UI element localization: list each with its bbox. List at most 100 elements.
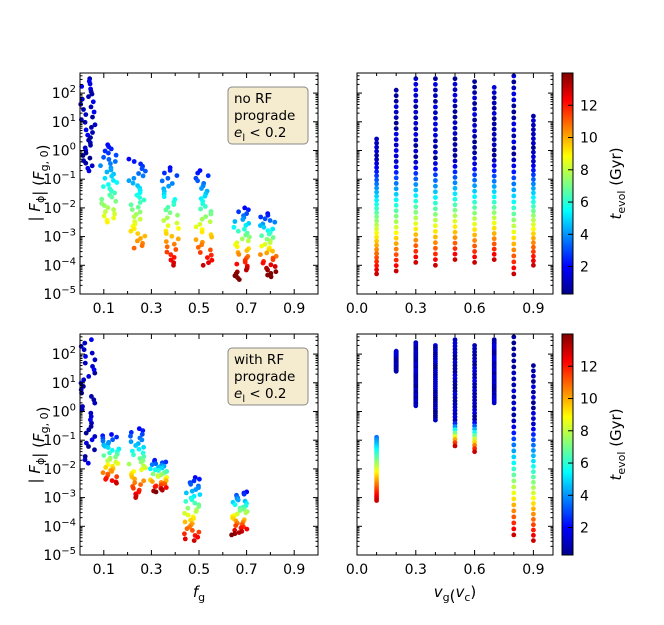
data-point xyxy=(531,506,536,512)
data-point xyxy=(511,169,517,175)
data-point xyxy=(208,247,213,253)
data-point xyxy=(393,186,399,192)
x-tick-label: 0.3 xyxy=(405,562,427,578)
data-point xyxy=(511,163,517,169)
data-point xyxy=(206,260,211,266)
data-point xyxy=(472,155,477,161)
data-point xyxy=(105,445,111,450)
data-point xyxy=(195,534,201,540)
data-point xyxy=(413,76,419,82)
data-point xyxy=(491,241,497,247)
data-point xyxy=(511,484,517,490)
data-point xyxy=(167,168,173,173)
data-point xyxy=(452,185,458,191)
data-point xyxy=(472,249,477,254)
data-point xyxy=(452,153,458,158)
points-bottom-left xyxy=(78,337,250,543)
data-point xyxy=(531,231,536,237)
data-point xyxy=(531,199,536,205)
data-point xyxy=(393,175,399,181)
data-point xyxy=(374,251,379,256)
data-point xyxy=(374,222,379,228)
data-point xyxy=(81,347,87,353)
data-point xyxy=(208,252,214,258)
data-point xyxy=(531,158,536,164)
data-point xyxy=(511,442,517,448)
data-point xyxy=(511,151,517,157)
data-point xyxy=(108,146,114,152)
data-point xyxy=(374,267,379,273)
data-point xyxy=(452,207,458,213)
data-point xyxy=(491,116,497,122)
xlabel-vg: vg(vc) xyxy=(434,583,477,605)
data-point xyxy=(259,233,264,239)
data-point xyxy=(531,145,536,151)
data-point xyxy=(413,193,419,199)
data-point xyxy=(203,214,209,220)
data-point xyxy=(452,175,458,180)
data-point xyxy=(197,250,203,255)
data-point xyxy=(472,150,477,156)
colorbar-label: tevol (Gyr) xyxy=(607,408,628,480)
data-point xyxy=(452,202,458,208)
data-point xyxy=(136,171,142,176)
data-point xyxy=(472,426,477,432)
colorbar-label: tevol (Gyr) xyxy=(607,147,628,219)
data-point xyxy=(413,126,419,132)
data-point xyxy=(131,226,137,232)
data-point xyxy=(136,426,142,432)
data-point xyxy=(433,234,438,240)
data-point xyxy=(433,110,438,116)
data-point xyxy=(100,438,106,444)
data-point xyxy=(531,235,536,241)
data-point xyxy=(511,229,517,235)
data-point xyxy=(491,100,497,106)
data-point xyxy=(472,128,477,134)
data-point xyxy=(131,452,136,458)
data-point xyxy=(433,240,438,246)
data-point xyxy=(491,194,497,200)
data-point xyxy=(413,248,419,254)
data-point xyxy=(131,245,137,251)
data-point xyxy=(452,213,458,219)
data-point xyxy=(233,523,239,528)
data-point xyxy=(413,254,419,260)
data-point xyxy=(452,246,458,252)
data-point xyxy=(491,178,497,184)
data-point xyxy=(89,125,94,130)
data-point xyxy=(89,337,94,343)
data-point xyxy=(511,109,517,115)
data-point xyxy=(232,527,238,533)
data-point xyxy=(393,181,399,186)
data-point xyxy=(531,448,536,453)
data-point xyxy=(472,90,477,95)
data-point xyxy=(374,230,379,236)
data-point xyxy=(128,228,134,234)
data-point xyxy=(101,213,107,219)
data-point xyxy=(139,431,145,437)
x-tick-label: 0.5 xyxy=(188,301,210,317)
data-point xyxy=(202,193,208,199)
annotation-line: no RF xyxy=(234,91,272,107)
data-point xyxy=(101,154,106,160)
data-point xyxy=(374,189,379,195)
colorbar-tick-label: 4 xyxy=(580,488,589,504)
annotation-line: with RF xyxy=(234,352,284,368)
data-point xyxy=(92,370,98,376)
data-point xyxy=(192,500,198,506)
data-point xyxy=(393,93,399,99)
data-point xyxy=(472,101,477,106)
data-point xyxy=(197,476,202,482)
data-point xyxy=(511,97,517,103)
data-point xyxy=(265,267,270,273)
data-point xyxy=(141,454,147,459)
data-point xyxy=(137,209,143,215)
data-point xyxy=(511,496,517,502)
data-point xyxy=(491,147,497,153)
data-point xyxy=(92,434,98,439)
data-point xyxy=(511,412,517,418)
data-point xyxy=(112,190,117,196)
data-point xyxy=(232,502,238,508)
data-point xyxy=(241,491,247,497)
